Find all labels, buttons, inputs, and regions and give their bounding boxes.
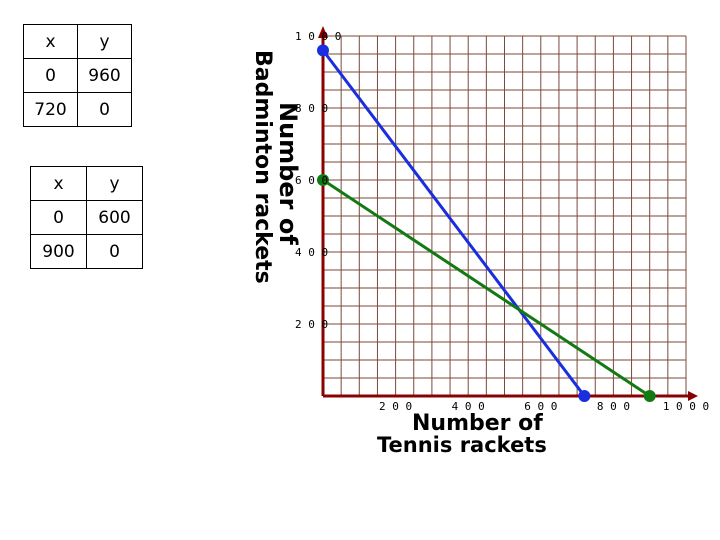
x-axis-title-line-1: Number of — [412, 411, 543, 436]
x-axis-arrow-icon — [688, 391, 698, 401]
xy-table-2: x y 0 600 900 0 — [30, 166, 143, 269]
table-row: 900 0 — [30, 234, 143, 269]
table-header-cell: y — [86, 166, 143, 201]
x-tick-label: 6 0 0 — [524, 400, 557, 413]
y-axis-title-line-2: Badminton rackets — [250, 50, 275, 284]
series-line-2 — [322, 178, 651, 398]
y-tick-label: 4 0 0 — [295, 246, 328, 259]
y-tick-label: 6 0 0 — [295, 174, 328, 187]
chart-axes — [318, 26, 698, 401]
xy-table-1: x y 0 960 720 0 — [23, 24, 132, 127]
table-cell: 720 — [23, 92, 78, 127]
y-axis-title-line-1: Number of — [274, 102, 302, 245]
chart-series — [317, 44, 656, 402]
y-axis-arrow-icon — [318, 26, 328, 38]
x-tick-label: 8 0 0 — [597, 400, 630, 413]
table-header-cell: x — [30, 166, 87, 201]
table-header-row: x y — [23, 24, 132, 59]
x-tick-label: 4 0 0 — [452, 400, 485, 413]
table-header-row: x y — [30, 166, 143, 201]
table-cell: 900 — [30, 234, 87, 269]
table-cell: 600 — [86, 200, 143, 235]
chart-tick-labels: 2 0 0 4 0 0 6 0 0 8 0 0 1 0 0 0 2 0 0 4 0 0 6 0… — [295, 30, 709, 413]
data-point — [578, 390, 591, 402]
data-point — [317, 44, 329, 57]
x-tick-label: 2 0 0 — [379, 400, 412, 413]
data-point — [643, 390, 656, 402]
data-point — [317, 174, 329, 186]
y-tick-label: 2 0 0 — [295, 318, 328, 331]
table-cell: 0 — [77, 92, 132, 127]
table-header-cell: x — [23, 24, 78, 59]
x-axis-title-line-2: Tennis rackets — [377, 433, 547, 457]
y-tick-label: 1 0 0 0 — [295, 30, 341, 43]
y-tick-label: 8 0 0 — [295, 102, 328, 115]
x-tick-label: 1 0 0 0 — [663, 400, 709, 413]
table-cell: 0 — [86, 234, 143, 269]
table-row: 720 0 — [23, 92, 132, 127]
series-line-1 — [321, 49, 586, 397]
chart-grid — [322, 35, 687, 397]
